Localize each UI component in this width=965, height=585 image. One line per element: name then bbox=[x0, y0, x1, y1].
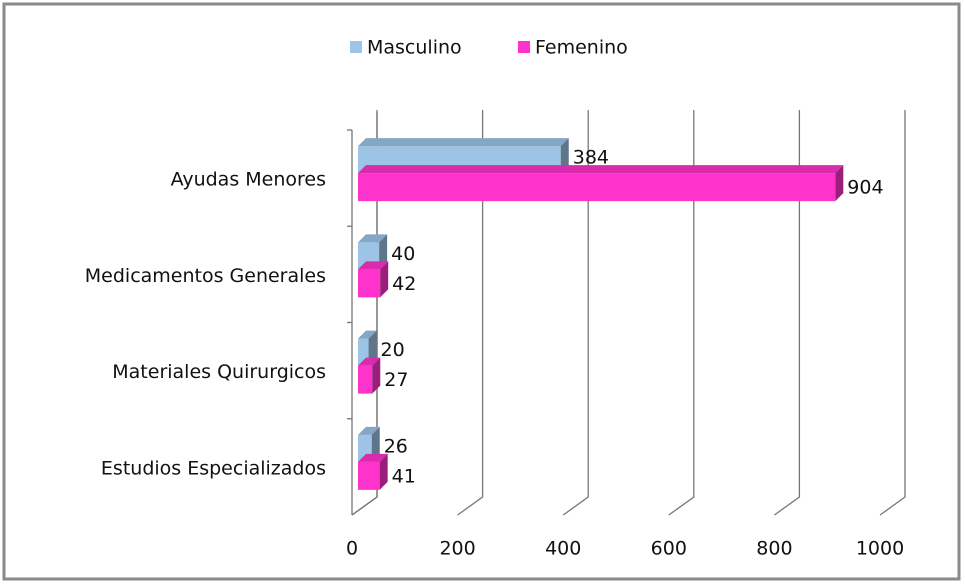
bar bbox=[358, 357, 381, 394]
bar-side bbox=[372, 357, 381, 394]
bar-top bbox=[358, 453, 388, 462]
grid-line bbox=[668, 110, 695, 516]
value-label: 904 bbox=[847, 177, 883, 199]
x-tick-label: 400 bbox=[545, 538, 581, 560]
bar-side bbox=[835, 165, 844, 202]
value-label: 20 bbox=[381, 339, 405, 361]
x-tick-label: 200 bbox=[439, 538, 475, 560]
bar-top bbox=[358, 261, 389, 270]
bar-top bbox=[358, 330, 377, 339]
bar-side bbox=[368, 330, 377, 366]
bar bbox=[358, 453, 388, 490]
bar-front bbox=[358, 461, 380, 490]
bar-top bbox=[358, 357, 381, 366]
bar bbox=[358, 330, 377, 366]
bar-side bbox=[379, 234, 388, 270]
y-tick-label: Ayudas Menores bbox=[171, 169, 326, 191]
grid-line bbox=[562, 110, 589, 516]
bar-top bbox=[358, 138, 569, 147]
value-label: 384 bbox=[573, 147, 609, 169]
grid-line bbox=[879, 110, 906, 516]
grid-line bbox=[457, 110, 484, 516]
value-label: 27 bbox=[384, 369, 408, 391]
bar-front bbox=[358, 365, 373, 394]
y-tick-label: Materiales Quirurgicos bbox=[112, 361, 326, 383]
bar bbox=[358, 165, 844, 202]
bar-front bbox=[358, 338, 369, 366]
bar-side bbox=[371, 426, 380, 462]
x-tick-label: 800 bbox=[756, 538, 792, 560]
bar-side bbox=[379, 453, 388, 490]
x-tick-label: 1000 bbox=[856, 538, 904, 560]
bar-top bbox=[358, 426, 380, 435]
bar bbox=[358, 261, 389, 298]
value-label: 42 bbox=[392, 273, 416, 295]
bar-front bbox=[358, 269, 381, 298]
value-label: 26 bbox=[384, 435, 408, 457]
y-tick-label: Medicamentos Generales bbox=[85, 265, 326, 287]
value-label: 41 bbox=[392, 465, 416, 487]
legend-swatch bbox=[518, 41, 530, 53]
bar-front bbox=[358, 173, 836, 202]
grid-line bbox=[774, 110, 801, 516]
legend-label: Femenino bbox=[535, 37, 628, 59]
x-tick-label: 0 bbox=[346, 538, 358, 560]
y-tick-label: Estudios Especializados bbox=[101, 457, 326, 479]
value-label: 40 bbox=[391, 243, 415, 265]
x-tick-label: 600 bbox=[651, 538, 687, 560]
bar-top bbox=[358, 234, 388, 243]
bar-side bbox=[380, 261, 389, 298]
legend-swatch bbox=[350, 41, 362, 53]
bar-side bbox=[560, 138, 569, 174]
legend-label: Masculino bbox=[367, 37, 462, 59]
bar-top bbox=[358, 165, 844, 174]
